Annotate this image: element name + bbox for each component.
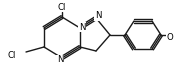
Text: N: N bbox=[57, 56, 63, 65]
Text: Cl: Cl bbox=[8, 50, 16, 59]
Text: N: N bbox=[95, 11, 101, 20]
Text: N: N bbox=[79, 22, 85, 32]
Text: O: O bbox=[167, 32, 173, 42]
Text: Cl: Cl bbox=[58, 3, 66, 11]
